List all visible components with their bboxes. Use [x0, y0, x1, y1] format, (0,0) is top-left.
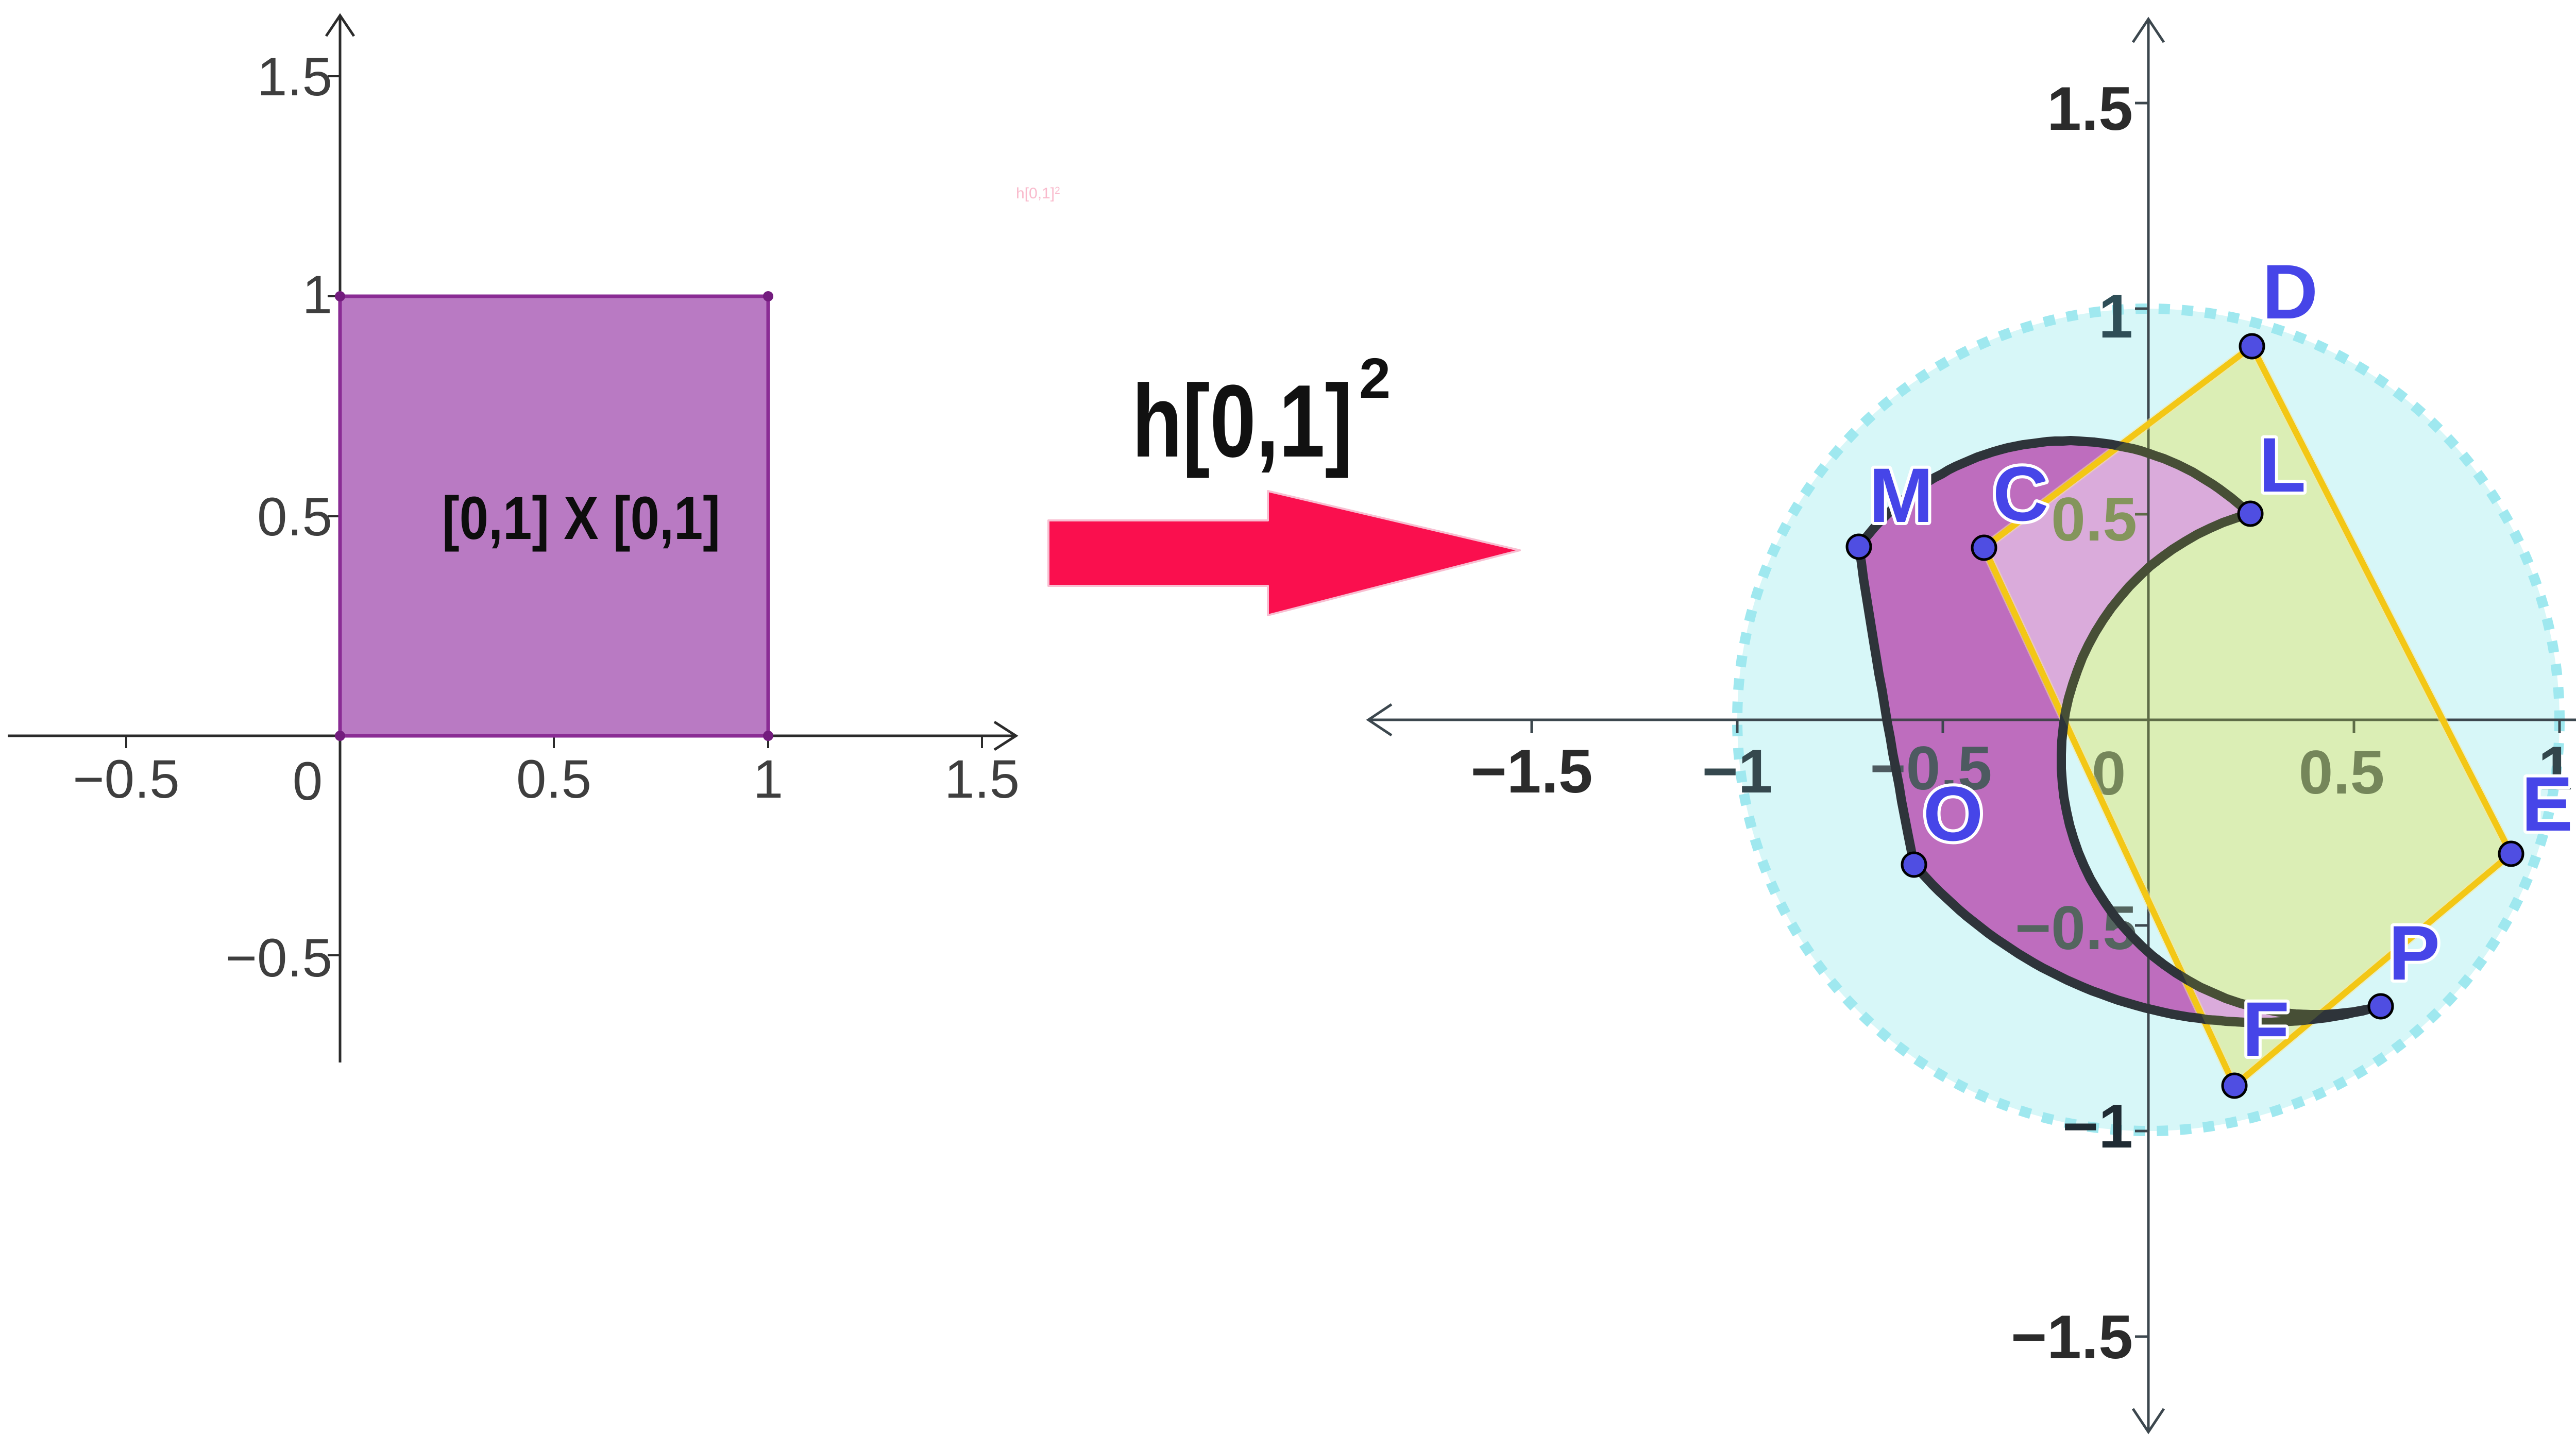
svg-text:h[0,1]: h[0,1] — [1132, 364, 1352, 479]
svg-text:P: P — [2388, 909, 2440, 996]
svg-text:0.5: 0.5 — [516, 749, 591, 809]
svg-text:−1.5: −1.5 — [2011, 1303, 2133, 1372]
svg-text:−0.5: −0.5 — [2015, 893, 2137, 963]
svg-text:1: 1 — [753, 749, 783, 809]
svg-text:1.5: 1.5 — [257, 47, 332, 107]
svg-text:1: 1 — [2538, 734, 2573, 803]
svg-text:−0.5: −0.5 — [73, 749, 179, 809]
svg-text:−1: −1 — [1702, 737, 1773, 806]
svg-text:−1.5: −1.5 — [1471, 737, 1593, 806]
svg-text:0.5: 0.5 — [2051, 485, 2137, 554]
svg-text:E: E — [2521, 761, 2573, 847]
svg-text:[0,1] X [0,1]: [0,1] X [0,1] — [442, 484, 720, 552]
svg-text:0: 0 — [293, 751, 323, 812]
svg-text:1.5: 1.5 — [2047, 74, 2133, 143]
svg-text:C: C — [1993, 450, 2048, 537]
svg-text:h[0,1]2: h[0,1]2 — [1016, 185, 1060, 202]
svg-text:O: O — [1923, 770, 1984, 857]
svg-text:2: 2 — [1359, 347, 1391, 410]
svg-text:1: 1 — [302, 265, 332, 325]
svg-text:0.5: 0.5 — [257, 487, 332, 547]
svg-text:1.5: 1.5 — [944, 749, 1020, 809]
svg-text:−0.5: −0.5 — [226, 928, 332, 988]
svg-text:D: D — [2262, 248, 2318, 335]
svg-text:L: L — [2259, 421, 2306, 508]
svg-text:1: 1 — [2098, 282, 2133, 351]
svg-text:0.5: 0.5 — [2299, 738, 2385, 807]
svg-text:M: M — [1869, 452, 1934, 538]
svg-text:−1: −1 — [2062, 1092, 2133, 1161]
svg-text:F: F — [2242, 986, 2290, 1072]
